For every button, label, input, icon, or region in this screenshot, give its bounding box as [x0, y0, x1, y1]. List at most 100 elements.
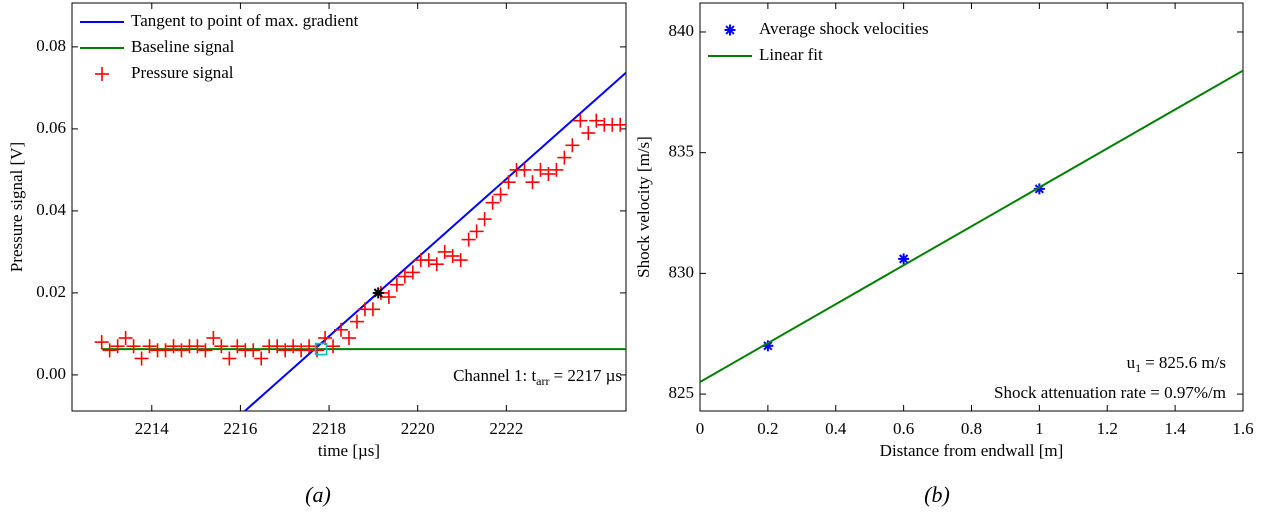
marker [286, 339, 301, 354]
marker [493, 187, 508, 202]
y-axis-label: Pressure signal [V] [7, 142, 26, 272]
x-tick-label: 2214 [135, 419, 170, 438]
marker [389, 277, 404, 292]
marker [453, 253, 468, 268]
legend-label: Pressure signal [131, 63, 234, 82]
marker [469, 224, 484, 239]
marker [214, 339, 229, 354]
marker [142, 339, 157, 354]
marker [254, 351, 269, 366]
series-line [700, 69, 1243, 383]
annotation-text: Shock attenuation rate = 0.97%/m [994, 383, 1226, 402]
marker-stroke [725, 25, 735, 35]
marker [302, 339, 317, 354]
marker [94, 335, 109, 350]
marker [533, 162, 548, 177]
marker [517, 162, 532, 177]
x-tick-label: 2216 [223, 419, 257, 438]
marker [342, 331, 356, 346]
marker [102, 343, 117, 358]
marker [525, 175, 540, 190]
marker-stroke [763, 341, 773, 351]
marker [898, 253, 910, 265]
plot-area [699, 2, 1244, 412]
marker [206, 331, 221, 346]
marker [437, 244, 452, 259]
annotation-text: Channel 1: t [453, 366, 536, 385]
y-tick-label: 830 [669, 262, 695, 281]
legend-label: Baseline signal [131, 37, 235, 56]
marker [501, 175, 516, 190]
annotation-text: = 2217 µs [554, 366, 623, 385]
marker [397, 269, 412, 284]
x-tick-label: 0.2 [757, 419, 778, 438]
annotation-text: = 825.6 m/s [1145, 353, 1226, 372]
y-tick-label: 840 [669, 21, 695, 40]
marker [461, 232, 476, 247]
marker [557, 150, 572, 165]
annotation-text: u [1127, 353, 1136, 372]
marker-stroke [899, 254, 909, 264]
marker [246, 343, 261, 358]
caption: (b) [924, 482, 950, 507]
marker [405, 265, 420, 280]
marker [541, 166, 556, 181]
marker [485, 195, 500, 210]
marker [549, 162, 564, 177]
x-tick-label: 1.2 [1097, 419, 1118, 438]
x-tick-label: 2218 [312, 419, 346, 438]
y-tick-label: 835 [669, 142, 695, 161]
marker [190, 339, 205, 354]
marker [166, 339, 181, 354]
x-axis-label: Distance from endwall [m] [880, 441, 1064, 460]
x-tick-label: 2222 [489, 419, 523, 438]
marker [326, 339, 341, 354]
series-line [244, 71, 626, 411]
marker [589, 113, 604, 128]
marker [372, 287, 384, 299]
legend-label: Tangent to point of max. gradient [131, 11, 359, 30]
x-tick-label: 0.4 [825, 419, 847, 438]
legend-label: Average shock velocities [759, 19, 929, 38]
marker [158, 343, 173, 358]
marker [724, 24, 736, 36]
x-tick-label: 1.4 [1165, 419, 1187, 438]
marker [126, 339, 141, 354]
marker [174, 343, 189, 358]
marker [118, 331, 133, 346]
marker [477, 212, 492, 227]
marker [573, 113, 588, 128]
marker [198, 343, 213, 358]
annotation-sub: arr [536, 374, 549, 388]
y-tick-label: 0.02 [36, 282, 66, 301]
y-axis-label: Shock velocity [m/s] [634, 136, 653, 278]
x-tick-label: 0.6 [893, 419, 914, 438]
marker [110, 339, 125, 354]
y-tick-label: 825 [669, 383, 695, 402]
marker [230, 339, 245, 354]
x-tick-label: 2220 [401, 419, 435, 438]
marker [429, 257, 444, 272]
x-tick-label: 0 [696, 419, 705, 438]
marker [294, 343, 309, 358]
y-tick-label: 0.04 [36, 200, 66, 219]
marker [314, 342, 328, 356]
marker [318, 331, 333, 346]
annotation-sub: 1 [1135, 361, 1141, 375]
legend-label: Linear fit [759, 45, 823, 64]
marker [270, 339, 285, 354]
annotation: Channel 1: tarr = 2217 µs [453, 366, 622, 388]
marker-stroke [373, 288, 383, 298]
marker [134, 351, 149, 366]
marker [278, 343, 293, 358]
annotation: u1 = 825.6 m/s [1127, 353, 1226, 375]
plot-content [700, 69, 1243, 383]
y-tick-label: 0.08 [36, 36, 66, 55]
caption: (a) [305, 482, 331, 507]
marker [349, 314, 364, 329]
marker [613, 117, 626, 132]
x-tick-label: 1 [1035, 419, 1044, 438]
annotation: Shock attenuation rate = 0.97%/m [994, 383, 1226, 402]
y-tick-label: 0.00 [36, 364, 66, 383]
